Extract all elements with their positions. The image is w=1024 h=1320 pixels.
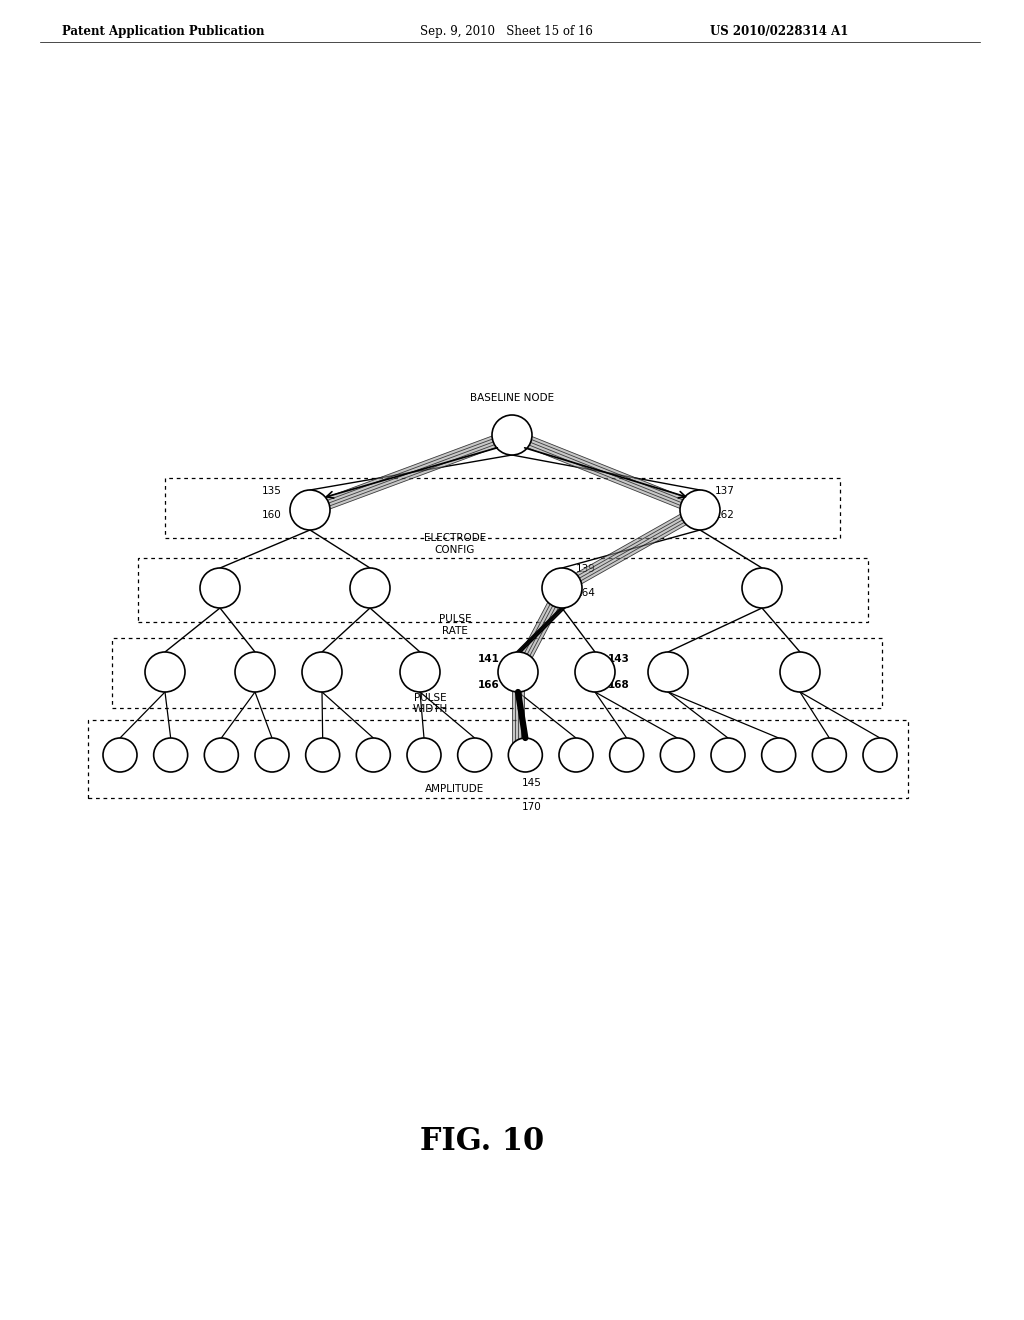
Text: 135: 135	[262, 486, 282, 496]
Text: FIG. 10: FIG. 10	[420, 1126, 544, 1158]
Circle shape	[648, 652, 688, 692]
Circle shape	[559, 738, 593, 772]
Text: 166: 166	[478, 680, 500, 690]
Text: BASELINE NODE: BASELINE NODE	[470, 393, 554, 403]
Circle shape	[356, 738, 390, 772]
Bar	[165, 478, 840, 539]
Circle shape	[234, 652, 275, 692]
Text: PULSE
WIDTH: PULSE WIDTH	[413, 693, 447, 714]
Circle shape	[205, 738, 239, 772]
Text: 143: 143	[608, 653, 630, 664]
Text: 168: 168	[608, 680, 630, 690]
Text: 162: 162	[715, 510, 735, 520]
Circle shape	[154, 738, 187, 772]
Circle shape	[498, 652, 538, 692]
Circle shape	[542, 568, 582, 609]
Circle shape	[680, 490, 720, 531]
Circle shape	[350, 568, 390, 609]
Circle shape	[458, 738, 492, 772]
Text: 145: 145	[522, 777, 542, 788]
Circle shape	[742, 568, 782, 609]
Circle shape	[812, 738, 846, 772]
Circle shape	[492, 414, 532, 455]
Circle shape	[575, 652, 615, 692]
Text: ELECTRODE
CONFIG: ELECTRODE CONFIG	[424, 533, 486, 554]
Text: US 2010/0228314 A1: US 2010/0228314 A1	[710, 25, 848, 38]
Text: 141: 141	[478, 653, 500, 664]
Circle shape	[290, 490, 330, 531]
Circle shape	[255, 738, 289, 772]
Circle shape	[103, 738, 137, 772]
Circle shape	[863, 738, 897, 772]
Bar	[88, 719, 908, 799]
Circle shape	[306, 738, 340, 772]
Circle shape	[145, 652, 185, 692]
Text: PULSE
RATE: PULSE RATE	[438, 614, 471, 636]
Circle shape	[762, 738, 796, 772]
Text: Patent Application Publication: Patent Application Publication	[62, 25, 264, 38]
Circle shape	[302, 652, 342, 692]
Circle shape	[400, 652, 440, 692]
Bar	[112, 638, 882, 708]
Circle shape	[780, 652, 820, 692]
Text: 137: 137	[715, 486, 735, 496]
Circle shape	[660, 738, 694, 772]
Circle shape	[609, 738, 644, 772]
Text: 139: 139	[575, 564, 596, 574]
Text: 170: 170	[522, 803, 542, 812]
Text: Sep. 9, 2010   Sheet 15 of 16: Sep. 9, 2010 Sheet 15 of 16	[420, 25, 593, 38]
Circle shape	[200, 568, 240, 609]
Text: 164: 164	[575, 587, 596, 598]
Text: 160: 160	[262, 510, 282, 520]
Circle shape	[508, 738, 543, 772]
Circle shape	[407, 738, 441, 772]
Text: AMPLITUDE: AMPLITUDE	[425, 784, 484, 795]
Circle shape	[711, 738, 745, 772]
Bar	[138, 558, 868, 622]
